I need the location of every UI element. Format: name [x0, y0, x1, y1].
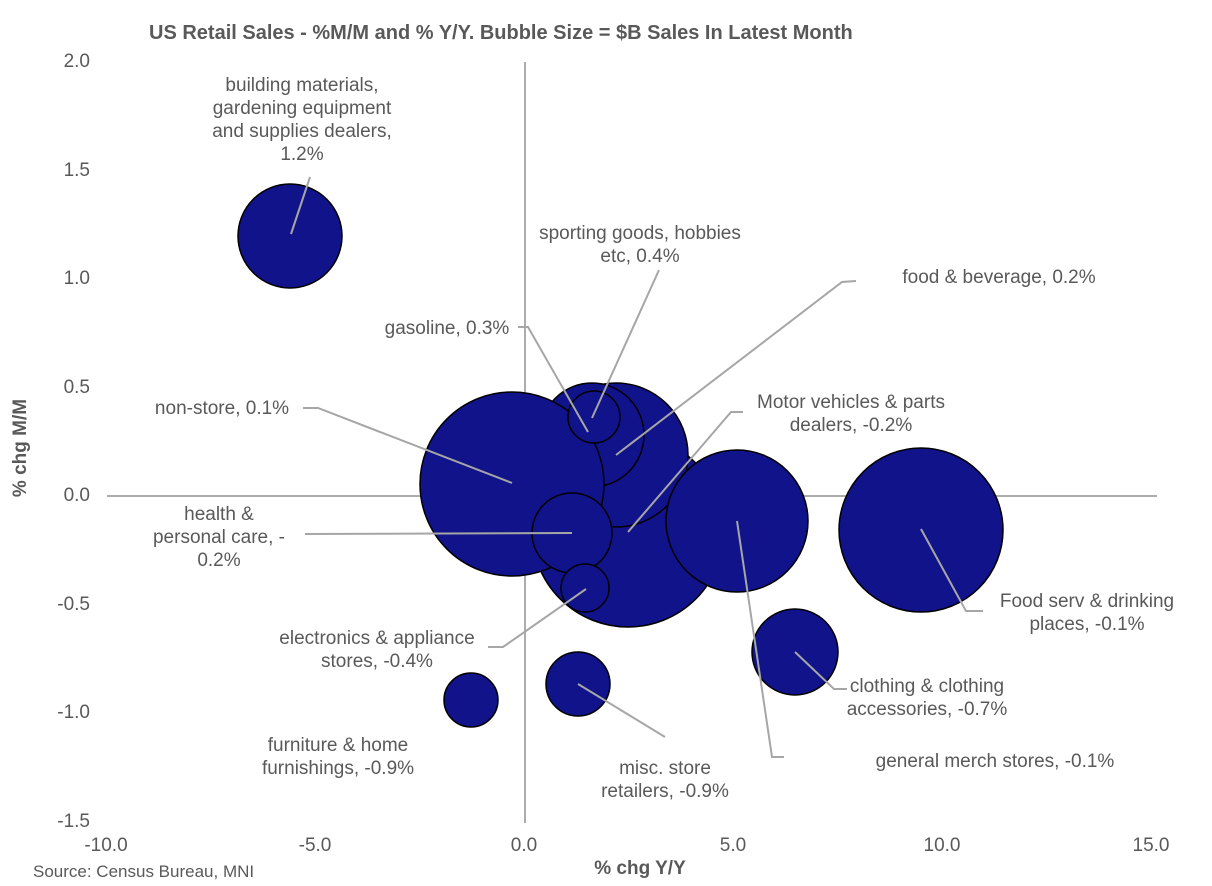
label-non-store: non-store, 0.1% — [155, 397, 289, 420]
label-building-materials: building materials, gardening equipment an… — [212, 74, 392, 166]
x-axis-title: % chg Y/Y — [594, 858, 686, 879]
leader-line-electronics-appliance — [488, 588, 587, 648]
label-line: general merch stores, -0.1% — [875, 751, 1115, 772]
leader-line-gasoline — [518, 326, 589, 433]
label-health-personal-care: health & personal care, -0.2% — [153, 503, 285, 572]
label-line: places, -0.1% — [1029, 614, 1145, 635]
x-tick--5.0: -5.0 — [298, 835, 332, 856]
label-line: electronics & appliance — [279, 628, 475, 649]
label-line: gardening equipment — [212, 98, 392, 119]
y-tick-2.0: 2.0 — [63, 51, 90, 72]
y-tick--0.5: -0.5 — [57, 594, 90, 615]
leader-line-food-beverage — [615, 280, 857, 456]
label-line: furnishings, -0.9% — [261, 758, 415, 779]
label-line: clothing & clothing — [849, 676, 1005, 697]
label-line: misc. store — [619, 758, 711, 779]
label-line: health & — [184, 504, 254, 525]
y-tick--1.5: -1.5 — [57, 811, 90, 832]
leader-line-general-merch — [736, 520, 784, 758]
leader-line-motor-vehicles — [627, 411, 743, 533]
label-food-services: Food serv & drinking places, -0.1% — [1000, 590, 1174, 636]
label-line: furniture & home — [267, 735, 409, 756]
y-tick-0.5: 0.5 — [63, 377, 90, 398]
label-line: etc, 0.4% — [600, 246, 680, 267]
label-sporting-goods: sporting goods, hobbies etc, 0.4% — [539, 222, 741, 268]
leader-line-health-personal-care — [304, 532, 573, 535]
source-note: Source: Census Bureau, MNI — [33, 862, 255, 881]
label-gasoline: gasoline, 0.3% — [385, 317, 510, 340]
label-line: food & beverage, 0.2% — [902, 267, 1096, 288]
label-line: 1.2% — [280, 144, 324, 165]
label-line: 0.2% — [197, 550, 241, 571]
x-tick-10.0: 10.0 — [923, 835, 961, 856]
y-tick-1.0: 1.0 — [63, 268, 90, 289]
x-tick-15.0: 15.0 — [1132, 835, 1170, 856]
bubble-electronics-appliance — [560, 563, 610, 613]
leader-line-food-services — [920, 528, 983, 612]
label-electronics-appliance: electronics & appliance stores, -0.4% — [279, 627, 474, 673]
x-tick--10.0: -10.0 — [84, 835, 128, 856]
label-motor-vehicles: Motor vehicles & parts dealers, -0.2% — [757, 391, 945, 437]
x-tick-0.0: 0.0 — [510, 835, 538, 856]
label-line: stores, -0.4% — [321, 651, 433, 672]
y-axis-title: % chg M/M — [10, 398, 31, 498]
label-line: Motor vehicles & parts — [757, 392, 945, 413]
leader-line-sporting-goods — [591, 269, 660, 419]
label-line: accessories, -0.7% — [846, 699, 1008, 720]
label-line: retailers, -0.9% — [601, 781, 729, 802]
y-tick-1.5: 1.5 — [63, 160, 90, 181]
y-tick--1.0: -1.0 — [57, 702, 90, 723]
bubble-furniture-home — [443, 672, 499, 728]
y-tick-0.0: 0.0 — [63, 485, 90, 506]
bubble-sporting-goods — [567, 390, 621, 444]
label-clothing-accessories: clothing & clothing accessories, -0.7% — [847, 675, 1008, 721]
bubble-building-materials — [237, 183, 343, 289]
label-general-merch: general merch stores, -0.1% — [876, 750, 1115, 773]
label-line: personal care, - — [152, 527, 286, 548]
label-line: gasoline, 0.3% — [384, 318, 510, 339]
label-line: dealers, -0.2% — [789, 415, 913, 436]
label-line: non-store, 0.1% — [154, 398, 290, 419]
label-line: and supplies dealers, — [212, 121, 392, 142]
label-food-beverage: food & beverage, 0.2% — [902, 266, 1095, 289]
label-line: building materials, — [225, 75, 379, 96]
label-furniture-home: furniture & home furnishings, -0.9% — [262, 734, 414, 780]
leader-line-building-materials — [290, 176, 311, 235]
leader-line-clothing-accessories — [794, 651, 847, 690]
leader-line-misc-store — [577, 683, 666, 738]
leader-line-non-store — [303, 407, 513, 484]
chart-title: US Retail Sales - %M/M and % Y/Y. Bubble… — [149, 22, 853, 44]
label-line: Food serv & drinking — [999, 591, 1175, 612]
label-line: sporting goods, hobbies — [539, 223, 741, 244]
x-tick-5.0: 5.0 — [719, 835, 747, 856]
label-misc-store: misc. store retailers, -0.9% — [601, 757, 729, 803]
